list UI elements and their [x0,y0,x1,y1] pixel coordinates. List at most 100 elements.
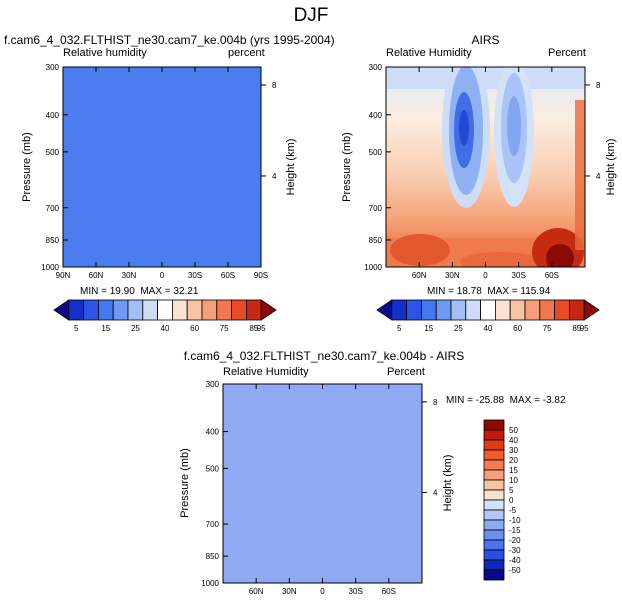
colorbar-label: 15 [424,324,433,333]
colorbar-label: 75 [543,324,552,333]
model-xtick-label: 90S [254,271,268,280]
colorbar-label: 0 [509,496,514,505]
colorbar-label: -20 [509,536,521,545]
airs-yticks: 300 400 500 700 850 1000 [364,63,391,272]
diff-ylabel: Pressure (mb) [179,448,191,518]
diff-xtick-label: 0 [320,587,325,596]
airs-ytick-label: 400 [369,111,383,120]
model-stats: MIN = 19.90 MAX = 32.21 [80,286,198,297]
colorbar-label: 95 [257,324,266,333]
colorbar-label: 40 [484,324,493,333]
airs-min: 18.78 [456,286,482,297]
colorbar-label: 60 [190,324,199,333]
model-yticks: 300 400 500 700 850 1000 [41,63,68,272]
colorbar-label: 20 [509,456,518,465]
colorbar-label: 30 [509,446,518,455]
airs-max: 115.94 [520,286,551,297]
airs-xtick-label: 60N [412,271,427,280]
airs-y2label: Height (km) [605,139,617,196]
colorbar-label: 5 [397,324,402,333]
panel-airs-title: AIRS [471,33,500,47]
model-min-label: MIN = [80,286,107,297]
airs-xtick-label: 0 [483,271,488,280]
colorbar-label: 75 [220,324,229,333]
diff-y2tick-label: 8 [433,398,438,407]
colorbar-box [483,549,505,561]
diff-stats: MIN = -25.88 MAX = -3.82 [446,395,566,406]
colorbar-label: 15 [509,466,518,475]
airs-ytick-label: 1000 [364,263,382,272]
colorbar-box [483,559,505,571]
colorbar-label: 10 [509,476,518,485]
airs-ytick-label: 850 [369,236,383,245]
model-xticks: 90N 60N 30N 0 30S 60S 90S [56,67,268,280]
model-max-label: MAX = [140,286,171,297]
panel-airs-left-label: Relative Humidity [386,47,472,59]
model-xtick-label: 30S [188,271,202,280]
airs-max-label: MAX = [487,286,518,297]
diff-min-label: MIN = [446,395,473,406]
model-min: 19.90 [109,286,135,297]
diff-y2label: Height (km) [442,455,454,512]
diff-xtick-label: 30N [282,587,297,596]
panel-diff-right-label: Percent [387,366,425,378]
airs-xtick-label: 60S [545,271,559,280]
panel-model-right-label: percent [228,47,265,59]
colorbar-box [483,459,505,471]
airs-y2tick-label: 4 [596,172,601,181]
model-ytick-label: 500 [46,148,60,157]
airs-ylabel: Pressure (mb) [341,132,353,202]
colorbar-label: 40 [161,324,170,333]
colorbar-box [483,539,505,551]
colorbar-label: 95 [580,324,589,333]
panel-model-left-label: Relative humidity [63,47,147,59]
colorbar-box [483,479,505,491]
colorbar-box [483,569,505,581]
model-field [62,66,262,268]
airs-ytick-label: 700 [369,204,383,213]
page-title: DJF [293,5,329,26]
panel-diff-title: f.cam6_4_032.FLTHIST_ne30.cam7_ke.004b -… [183,349,465,363]
colorbar-box [483,519,505,531]
colorbar-label: -50 [509,566,521,575]
colorbar-box [583,299,600,321]
diff-xtick-label: 60S [382,587,396,596]
colorbar-label: 40 [509,436,518,445]
panel-diff-left-label: Relative Humidity [223,366,309,378]
colorbar-box [260,299,277,321]
diff-y2ticks: 84 [422,398,438,497]
model-y2ticks: 84 [261,81,277,181]
model-ytick-label: 300 [46,63,60,72]
model-max: 32.21 [173,286,199,297]
colorbar-box [483,509,505,521]
airs-y2tick-label: 8 [596,81,601,90]
colorbar-label: 5 [509,486,514,495]
colorbar-label: 85 [249,324,258,333]
model-xtick-label: 0 [160,271,165,280]
colorbar-box [483,469,505,481]
model-ytick-label: 700 [46,204,60,213]
diff-y2tick-label: 4 [433,488,438,497]
model-xtick-label: 30N [122,271,137,280]
colorbar-label: -40 [509,556,521,565]
colorbar-label: 5 [74,324,79,333]
diff-ytick-label: 1000 [201,579,219,588]
diff-ytick-label: 700 [206,520,220,529]
model-ytick-label: 400 [46,111,60,120]
airs-y2ticks: 84 [585,81,601,181]
colorbar-label: -30 [509,546,521,555]
diff-xtick-label: 30S [349,587,363,596]
colorbar-label: 50 [509,426,518,435]
diff-field [222,383,423,584]
diff-ytick-label: 300 [206,380,220,389]
colorbar-label: 25 [454,324,463,333]
model-xtick-label: 60N [89,271,104,280]
colorbar-box [483,529,505,541]
colorbar-label: 15 [101,324,110,333]
colorbar-label: 25 [131,324,140,333]
model-xtick-label: 90N [56,271,71,280]
model-xtick-label: 60S [221,271,235,280]
